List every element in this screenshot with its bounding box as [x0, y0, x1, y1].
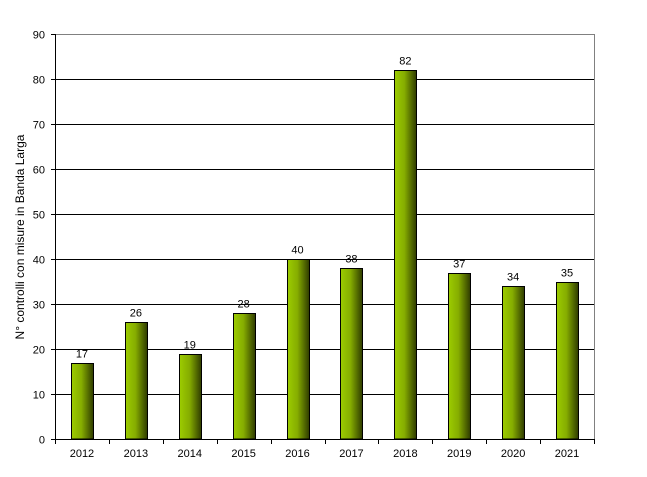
x-tick-label: 2014: [178, 448, 202, 460]
y-axis-label: N° controlli con misure in Banda Larga: [13, 134, 27, 339]
x-tick-label: 2015: [231, 448, 255, 460]
bar-2018: 82: [394, 56, 417, 440]
y-tick-label: 30: [33, 300, 45, 312]
bar-2020: 34: [502, 272, 525, 440]
data-label: 35: [561, 268, 573, 280]
bar: [233, 313, 256, 440]
bar: [71, 363, 94, 440]
x-tick-label: 2019: [447, 448, 471, 460]
y-tick-label: 80: [33, 75, 45, 87]
x-tick-label: 2017: [339, 448, 363, 460]
y-tick-label: 40: [33, 255, 45, 267]
plot-frame: [55, 34, 595, 439]
bar-2015: 28: [233, 299, 256, 440]
x-axis-ticks: 2012 2013 2014 2015 2016 2017 2018 2019 2020 2021: [55, 439, 595, 460]
y-tick-label: 0: [39, 435, 45, 447]
y-axis-title: N° controlli con misure in Banda Larga: [13, 134, 27, 339]
x-tick-label: 2020: [501, 448, 525, 460]
y-tick-label: 90: [33, 30, 45, 42]
bar: [502, 286, 525, 440]
bar-2017: 38: [340, 254, 363, 440]
y-tick-label: 60: [33, 165, 45, 177]
data-label: 40: [291, 245, 303, 257]
data-label: 34: [507, 272, 519, 284]
bar: [340, 268, 363, 440]
bar: [287, 259, 310, 440]
bar-2013: 26: [125, 308, 148, 440]
x-tick-label: 2018: [393, 448, 417, 460]
x-tick-label: 2012: [70, 448, 94, 460]
bar-2021: 35: [556, 268, 579, 440]
data-label: 26: [130, 308, 142, 320]
data-label: 28: [238, 299, 250, 311]
axes: [51, 34, 595, 440]
data-label: 19: [184, 340, 196, 352]
x-tick-label: 2013: [124, 448, 148, 460]
bar-2014: 19: [179, 340, 202, 440]
bar: [556, 282, 579, 440]
bar-2016: 40: [287, 245, 310, 440]
x-tick-label: 2021: [555, 448, 579, 460]
bar-2012: 17: [71, 349, 94, 440]
bar: [394, 70, 417, 440]
y-tick-label: 50: [33, 210, 45, 222]
y-axis-ticks: 0 10 20 30 40 50 60 70 80 90: [33, 30, 55, 447]
data-label: 38: [345, 254, 357, 266]
bars: 17 26 19 28 40 38 82 37 34 35: [71, 56, 579, 440]
y-tick-label: 70: [33, 120, 45, 132]
x-tick-label: 2016: [285, 448, 309, 460]
bar: [179, 354, 202, 440]
bar-2019: 37: [448, 259, 471, 440]
data-label: 37: [453, 259, 465, 271]
y-tick-label: 10: [33, 390, 45, 402]
y-tick-label: 20: [33, 345, 45, 357]
data-label: 17: [76, 349, 88, 361]
bar: [125, 322, 148, 440]
bar: [448, 273, 471, 440]
data-label: 82: [399, 56, 411, 68]
